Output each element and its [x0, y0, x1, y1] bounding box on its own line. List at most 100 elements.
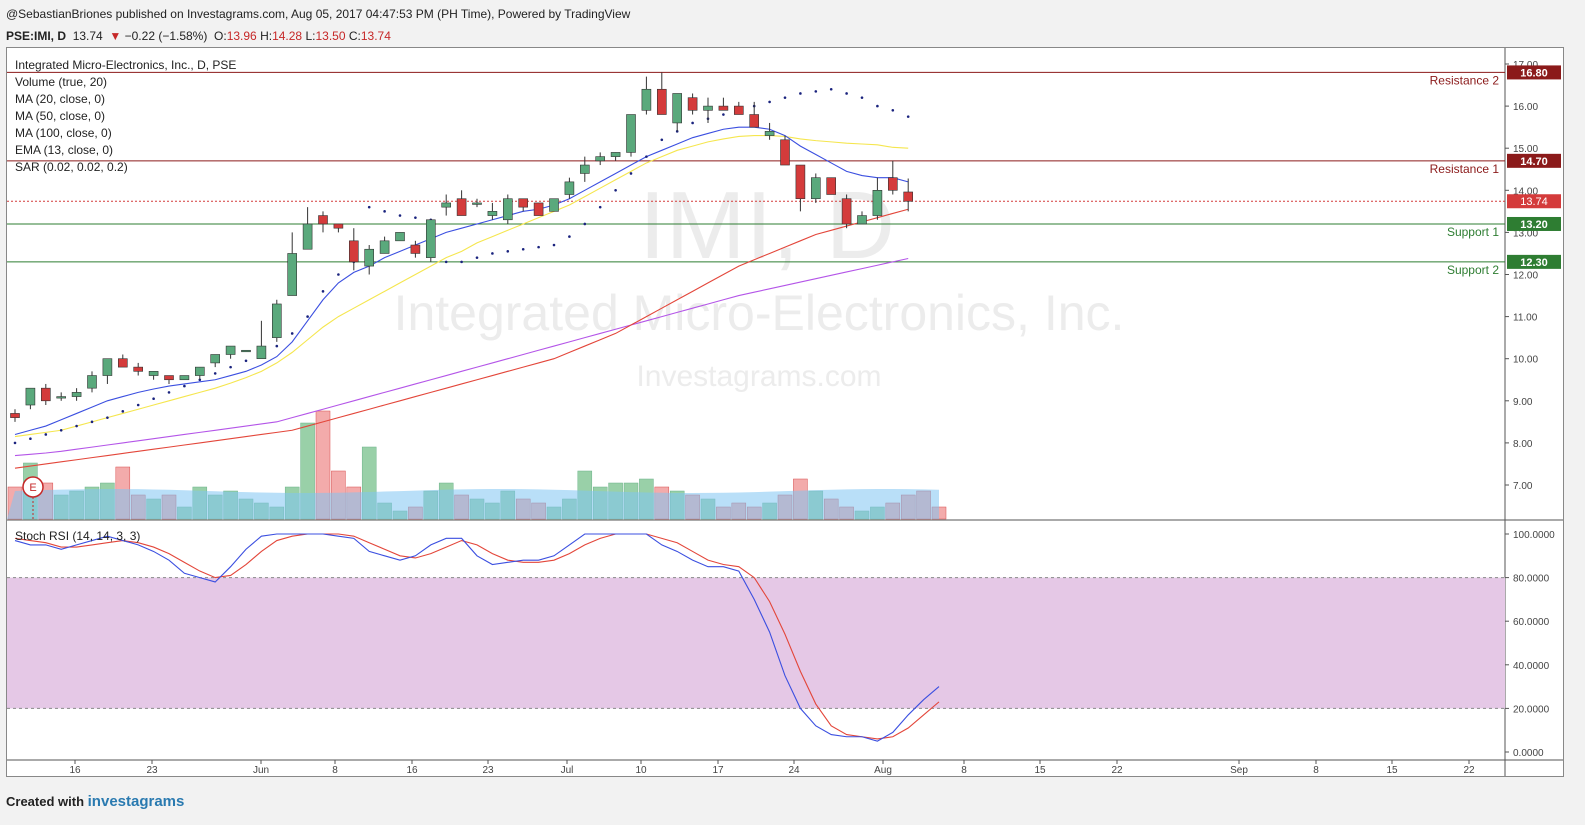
- ema13-line: [14, 257, 909, 457]
- sar-dot: [722, 113, 725, 116]
- price-tick-label: 7.00: [1513, 481, 1533, 492]
- price-tick-label: 16.00: [1513, 102, 1538, 113]
- candle-body: [472, 202, 482, 205]
- indicator-label[interactable]: MA (100, close, 0): [15, 126, 112, 140]
- last-price-label: 13.74: [1520, 196, 1548, 208]
- rsi-band: [7, 577, 1505, 709]
- candle-body: [610, 152, 621, 157]
- candle-body: [641, 88, 652, 111]
- stoch-d-line: [14, 533, 940, 740]
- symbol-line: PSE:IMI, D 13.74 ▼ −0.22 (−1.58%) O:13.9…: [6, 29, 391, 43]
- sar-dot: [860, 96, 864, 99]
- low-value: 13.50: [315, 29, 346, 43]
- candle-body: [502, 198, 513, 221]
- candle-body: [195, 366, 205, 376]
- sar-dot: [414, 216, 417, 219]
- sar-dot: [783, 96, 787, 99]
- candle-body: [25, 387, 36, 406]
- last-price: 13.74: [72, 29, 103, 43]
- candle-body: [626, 114, 636, 153]
- candle-body: [348, 240, 359, 263]
- high-value: 14.28: [272, 29, 303, 43]
- level-badge: [1507, 216, 1561, 231]
- watermark-site: Investagrams.com: [636, 360, 881, 393]
- candle-body: [857, 215, 867, 225]
- sar-dot: [383, 210, 386, 213]
- x-tick-label: 17: [712, 765, 724, 776]
- sar-dot: [799, 92, 802, 95]
- x-tick-label: 8: [961, 765, 967, 776]
- ma50-line: [14, 135, 909, 438]
- candle-body: [841, 198, 852, 225]
- x-tick-label: Jun: [253, 765, 269, 776]
- sar-dot: [13, 441, 17, 445]
- candle-body: [656, 88, 667, 115]
- candle-body: [225, 345, 236, 355]
- sar-dot: [444, 260, 448, 264]
- x-tick-label: 23: [482, 765, 494, 776]
- sar-dot: [337, 273, 340, 276]
- indicator-label[interactable]: EMA (13, close, 0): [15, 143, 114, 157]
- sar-dot: [229, 365, 232, 369]
- candle-body: [133, 366, 143, 372]
- investagrams-logo[interactable]: investagrams: [87, 793, 185, 810]
- rsi-tick-label: 20.0000: [1513, 704, 1550, 715]
- stoch-rsi-label: Stoch RSI (14, 14, 3, 3): [15, 529, 140, 543]
- candle-body: [441, 202, 452, 208]
- symbol-label: PSE:IMI, D: [6, 29, 67, 43]
- level-name: Resistance 2: [1430, 73, 1500, 87]
- candle-body: [164, 375, 174, 381]
- sar-dot: [491, 252, 494, 255]
- level-badge: [1507, 153, 1561, 168]
- publisher-line: @SebastianBriones published on Investagr…: [6, 7, 631, 21]
- indicator-label[interactable]: SAR (0.02, 0.02, 0.2): [15, 160, 128, 174]
- candle-body: [148, 371, 159, 376]
- sar-dot: [475, 256, 479, 259]
- candle-body: [71, 392, 82, 397]
- sar-dot: [568, 235, 571, 238]
- indicator-label[interactable]: MA (20, close, 0): [15, 92, 106, 106]
- sar-dot: [845, 92, 848, 95]
- sar-dot: [75, 424, 78, 428]
- sar-dot: [44, 433, 48, 436]
- sar-dot: [321, 290, 325, 293]
- candle-body: [179, 375, 190, 381]
- candle-body: [564, 181, 575, 195]
- candle-body: [487, 211, 498, 216]
- footer: Created with investagrams: [6, 793, 184, 810]
- x-tick-label: Jul: [561, 765, 574, 776]
- candle-body: [379, 240, 390, 254]
- sar-dot: [598, 205, 602, 209]
- x-tick-label: Sep: [1230, 765, 1248, 776]
- candle-body: [364, 248, 375, 267]
- candle-body: [10, 413, 20, 418]
- candle-body: [318, 215, 328, 225]
- indicator-label[interactable]: MA (50, close, 0): [15, 109, 106, 123]
- price-tick-label: 8.00: [1513, 439, 1533, 450]
- candle-body: [40, 387, 51, 402]
- chart-container[interactable]: IMI, D Integrated Micro-Electronics, Inc.…: [6, 47, 1564, 777]
- candle-body: [810, 177, 821, 200]
- candle-body: [210, 354, 220, 364]
- indicator-label[interactable]: Integrated Micro-Electronics, Inc., D, P…: [15, 58, 237, 72]
- price-chart[interactable]: IMI, D Integrated Micro-Electronics, Inc.…: [7, 48, 1563, 776]
- rsi-tick-label: 60.0000: [1513, 617, 1550, 628]
- candle-body: [549, 198, 559, 212]
- sar-dot: [691, 121, 694, 125]
- price-tick-label: 11.00: [1513, 313, 1538, 324]
- candle-body: [410, 244, 421, 254]
- indicator-label[interactable]: Volume (true, 20): [15, 75, 108, 89]
- sar-dot: [152, 397, 155, 400]
- x-tick-label: 22: [1463, 765, 1475, 776]
- candle-body: [903, 191, 914, 202]
- candle-body: [256, 345, 267, 360]
- last-price-badge: [1507, 194, 1561, 209]
- footer-created: Created with: [6, 794, 85, 809]
- sar-dot: [106, 416, 109, 419]
- stoch-k-line: [14, 533, 940, 742]
- open-label: O:: [214, 29, 227, 43]
- sar-dot: [59, 428, 63, 432]
- candle-body: [425, 219, 436, 258]
- candle-body: [456, 198, 467, 216]
- sar-dot: [183, 384, 186, 388]
